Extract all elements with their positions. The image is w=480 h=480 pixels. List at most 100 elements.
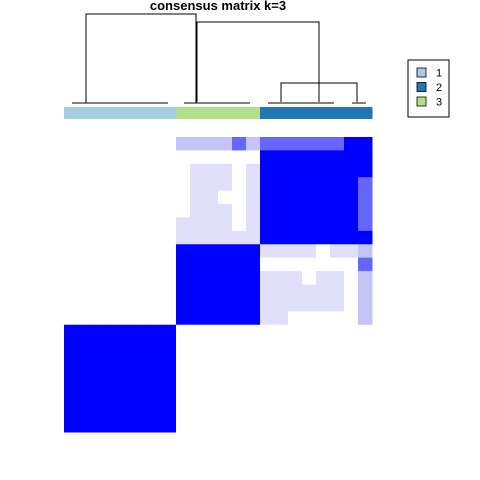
heatmap-cell: [134, 137, 149, 151]
heatmap-cell: [106, 257, 121, 272]
heatmap-cell: [344, 257, 359, 272]
heatmap-cell: [358, 177, 373, 192]
heatmap-cell: [106, 150, 121, 165]
heatmap-cell: [92, 284, 107, 299]
heatmap-cell: [218, 351, 233, 366]
heatmap-cell: [288, 418, 303, 433]
heatmap-cell: [358, 230, 373, 245]
heatmap-cell: [134, 297, 149, 312]
cluster-annotation-cell: [288, 107, 303, 119]
heatmap-cell: [358, 324, 373, 339]
heatmap-cell: [302, 137, 317, 151]
heatmap-cell: [120, 257, 135, 272]
heatmap-cell: [316, 217, 331, 232]
heatmap-cell: [246, 204, 261, 218]
heatmap-cell: [344, 204, 359, 218]
heatmap-cell: [134, 351, 149, 366]
cluster-annotation-cell: [204, 107, 219, 119]
heatmap-cell: [218, 418, 233, 433]
heatmap-cell: [246, 217, 261, 232]
heatmap-cell: [64, 311, 79, 326]
heatmap-cell: [92, 204, 107, 218]
heatmap-cell: [204, 284, 219, 299]
heatmap-cell: [344, 324, 359, 339]
heatmap-cell: [274, 230, 289, 245]
heatmap-cell: [316, 271, 331, 285]
heatmap-cell: [162, 257, 177, 272]
heatmap-cell: [120, 378, 135, 393]
heatmap-cell: [302, 391, 317, 406]
heatmap-cell: [330, 257, 345, 272]
heatmap-cell: [344, 271, 359, 285]
heatmap-cell: [148, 137, 163, 151]
heatmap-cell: [162, 351, 177, 366]
heatmap-cell: [302, 244, 317, 259]
heatmap-cell: [246, 338, 261, 353]
heatmap-cell: [260, 137, 275, 151]
heatmap-cell: [316, 378, 331, 393]
heatmap-cell: [260, 204, 275, 218]
heatmap-cell: [246, 351, 261, 366]
heatmap-cell: [330, 405, 345, 420]
heatmap-cell: [302, 324, 317, 339]
heatmap-cell: [218, 217, 233, 232]
heatmap-cell: [106, 137, 121, 151]
heatmap-cell: [274, 217, 289, 232]
heatmap-cell: [190, 257, 205, 272]
cluster-annotation-cell: [358, 107, 373, 119]
heatmap-cell: [316, 163, 331, 178]
heatmap-cell: [162, 391, 177, 406]
heatmap-cell: [204, 324, 219, 339]
heatmap-cell: [134, 190, 149, 205]
heatmap-cell: [288, 391, 303, 406]
heatmap-cell: [344, 230, 359, 245]
heatmap-cell: [204, 230, 219, 245]
heatmap-cell: [190, 150, 205, 165]
heatmap-cell: [260, 271, 275, 285]
heatmap-cell: [232, 217, 247, 232]
heatmap-cell: [148, 217, 163, 232]
dendrogram-branch: [85, 13, 197, 103]
heatmap-cell: [232, 257, 247, 272]
heatmap-cell: [92, 190, 107, 205]
cluster-annotation-cell: [64, 107, 79, 119]
heatmap-cell: [344, 364, 359, 379]
heatmap-cell: [78, 137, 93, 151]
heatmap-cell: [148, 230, 163, 245]
heatmap-cell: [274, 418, 289, 433]
heatmap-cell: [302, 351, 317, 366]
heatmap-cell: [148, 391, 163, 406]
heatmap-cell: [232, 378, 247, 393]
heatmap-cell: [162, 271, 177, 285]
cluster-annotation-cell: [106, 107, 121, 119]
heatmap-cell: [162, 150, 177, 165]
heatmap-cell: [316, 137, 331, 151]
dendrogram-branch: [196, 21, 320, 102]
heatmap-cell: [190, 338, 205, 353]
heatmap-cell: [134, 230, 149, 245]
heatmap-cell: [288, 163, 303, 178]
heatmap-cell: [190, 217, 205, 232]
heatmap-cell: [274, 284, 289, 299]
heatmap-cell: [288, 257, 303, 272]
heatmap-cell: [246, 378, 261, 393]
heatmap-cell: [218, 364, 233, 379]
heatmap-cell: [316, 324, 331, 339]
heatmap-cell: [176, 324, 191, 339]
heatmap-cell: [246, 163, 261, 178]
heatmap-cell: [232, 311, 247, 326]
heatmap-cell: [330, 324, 345, 339]
heatmap-cell: [204, 177, 219, 192]
heatmap-cell: [120, 284, 135, 299]
heatmap-cell: [218, 150, 233, 165]
heatmap-cell: [232, 351, 247, 366]
heatmap-cell: [78, 311, 93, 326]
heatmap-cell: [316, 351, 331, 366]
heatmap-cell: [288, 150, 303, 165]
heatmap-cell: [218, 137, 233, 151]
heatmap-cell: [106, 364, 121, 379]
heatmap-cell: [148, 338, 163, 353]
heatmap-cell: [190, 364, 205, 379]
heatmap-cell: [176, 257, 191, 272]
cluster-annotation-cell: [176, 107, 191, 119]
